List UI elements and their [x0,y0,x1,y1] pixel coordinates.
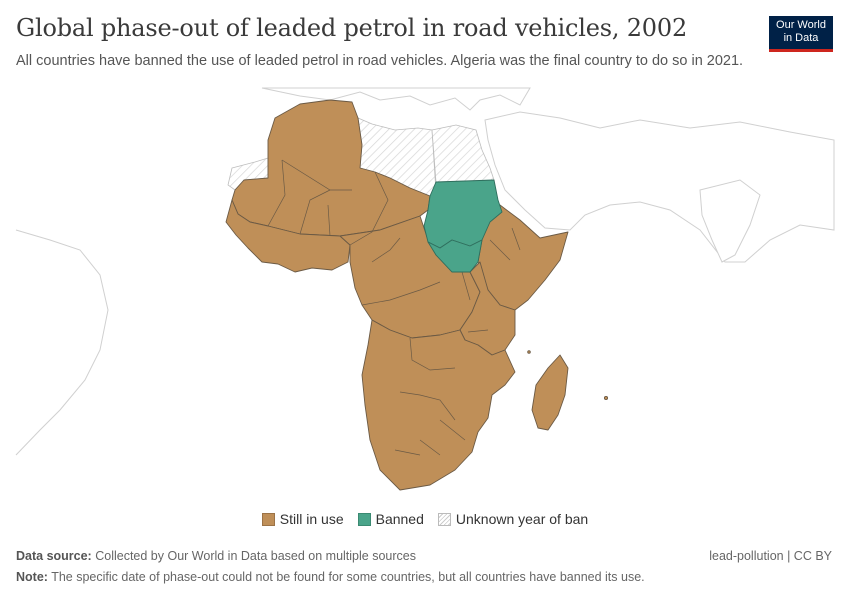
legend-item-still-in-use[interactable]: Still in use [261,511,344,527]
region-south-sudan[interactable] [427,239,483,273]
india-outline [699,179,761,263]
logo-line-2: in Data [783,32,819,44]
owid-logo[interactable]: Our World in Data [769,16,833,52]
region-egypt[interactable] [431,124,495,183]
region-reunion[interactable] [603,395,609,401]
banned-swatch [357,512,371,526]
region-west-africa[interactable] [225,199,351,273]
americas-outline [15,229,109,456]
border-line [267,159,521,456]
license-slug[interactable]: lead-pollution | CC BY [709,549,832,563]
legend-item-banned[interactable]: Banned [357,511,424,527]
note-label: Note: [16,570,48,584]
data-source: Data source: Collected by Our World in D… [16,549,416,563]
other-land-outlines [15,87,835,456]
data-source-text[interactable]: Collected by Our World in Data based on … [95,549,416,563]
still-in-use-swatch [261,512,275,526]
chart-subtitle: All countries have banned the use of lea… [16,53,744,69]
region-madagascar[interactable] [531,354,569,431]
logo-line-1: Our World [776,19,826,31]
chart-title: Global phase-out of leaded petrol in roa… [16,14,688,42]
legend-label-banned: Banned [375,511,424,527]
unknown-swatch [437,512,451,526]
internal-borders [267,159,521,456]
still-in-use-regions [225,99,609,491]
legend-item-unknown[interactable]: Unknown year of ban [437,511,589,527]
legend-label-unknown: Unknown year of ban [455,511,589,527]
note-text: The specific date of phase-out could not… [51,570,645,584]
banned-regions [423,179,503,273]
europe-outline [261,87,531,111]
region-southern-africa[interactable] [361,319,516,491]
africa-map [15,87,835,491]
map-legend: Still in use Banned Unknown year of ban [0,511,850,527]
legend-label-still-in-use: Still in use [279,511,344,527]
data-source-label: Data source: [16,549,92,563]
chart-note: Note: The specific date of phase-out cou… [16,570,645,584]
region-comoros[interactable] [527,350,531,354]
